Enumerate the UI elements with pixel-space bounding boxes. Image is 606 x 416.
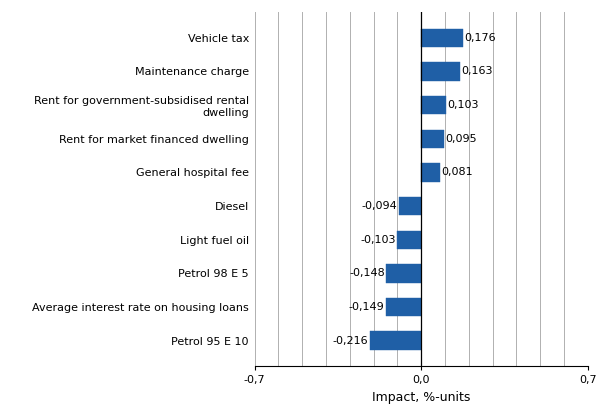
Text: -0,148: -0,148 <box>349 268 385 278</box>
Bar <box>421 62 460 81</box>
Text: 0,176: 0,176 <box>464 33 496 43</box>
Bar <box>386 264 421 283</box>
Bar <box>421 96 445 114</box>
Bar <box>421 29 463 47</box>
Bar <box>370 332 421 350</box>
Text: 0,163: 0,163 <box>461 67 493 77</box>
Text: -0,149: -0,149 <box>349 302 384 312</box>
Bar <box>399 197 421 215</box>
Text: 0,103: 0,103 <box>447 100 478 110</box>
Bar <box>397 230 421 249</box>
Text: -0,216: -0,216 <box>333 336 368 346</box>
X-axis label: Impact, %-units: Impact, %-units <box>372 391 470 404</box>
Bar <box>385 298 421 316</box>
Text: -0,103: -0,103 <box>360 235 396 245</box>
Bar <box>421 129 444 148</box>
Text: 0,081: 0,081 <box>442 168 473 178</box>
Bar <box>421 163 441 182</box>
Text: 0,095: 0,095 <box>445 134 476 144</box>
Text: -0,094: -0,094 <box>362 201 398 211</box>
